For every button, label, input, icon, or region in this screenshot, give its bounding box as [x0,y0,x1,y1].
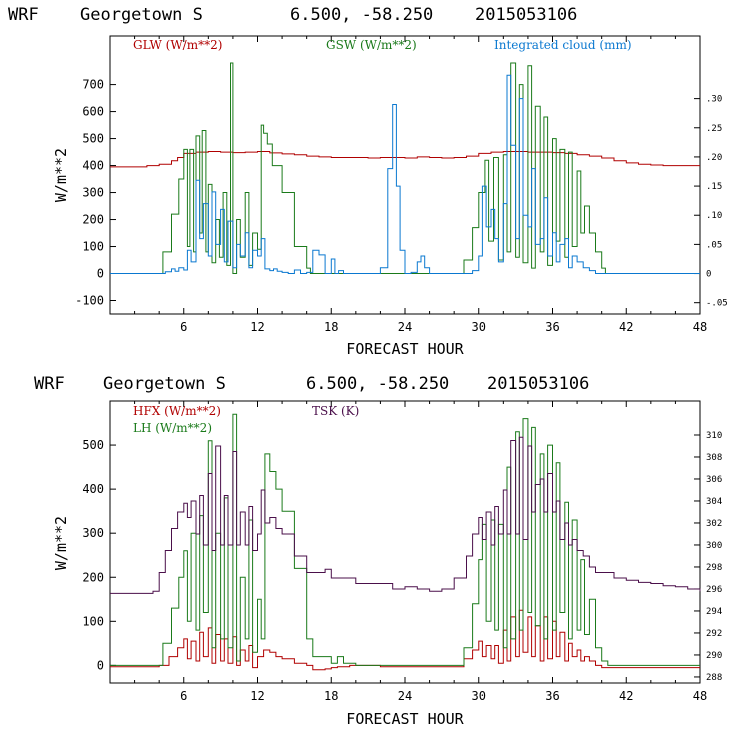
series-line-glw [110,151,700,168]
x-tick-label: 12 [250,320,264,334]
x-tick-label: 42 [619,689,633,703]
y2-tick-label: 308 [706,453,722,463]
panel-1-coords: 6.500, -58.250 [290,5,433,25]
x-tick-label: 18 [324,689,338,703]
y2-tick-label: .05 [706,240,722,250]
y-tick-label: 100 [82,240,104,254]
x-tick-label: 36 [545,320,559,334]
series-line-gsw [110,62,700,274]
y-tick-label: 300 [82,186,104,200]
y2-tick-label: 300 [706,541,722,551]
panel-2-coords: 6.500, -58.250 [306,374,449,394]
x-tick-label: 48 [693,689,707,703]
panel-2-legend-hfx: HFX (W/m**2) [133,404,221,418]
x-tick-label: 30 [472,689,486,703]
y-tick-label: 200 [82,213,104,227]
x-tick-label: 12 [250,689,264,703]
x-tick-label: 6 [180,320,187,334]
panel-2-model: WRF [34,374,65,394]
y2-tick-label: 306 [706,475,722,485]
y-tick-label: 0 [97,658,104,672]
panel-1-y-ticks: -100 0 100 200 300 400 500 600 700 [75,78,116,308]
panel-1-model: WRF [8,5,39,25]
y-tick-label: 100 [82,614,104,628]
panel-2-y-ticks: 0 100 200 300 400 500 [82,438,116,672]
y2-tick-label: 304 [706,497,722,507]
y2-tick-label: 292 [706,629,722,639]
panel-1-location: Georgetown S [80,5,203,25]
panel-2-y2-ticks: 288 290 292 294 296 298 300 302 304 306 308 310 [694,431,722,683]
y2-tick-label: 296 [706,585,722,595]
panel-1-y2-ticks: -.05 0 .05 .10 .15 .20 .25 .30 [694,95,728,309]
y2-tick-label: 288 [706,673,722,683]
y-tick-label: 600 [82,105,104,119]
y-tick-label: 300 [82,526,104,540]
y-tick-label: 0 [97,267,104,281]
y2-tick-label: -.05 [706,299,728,309]
x-tick-label: 30 [472,320,486,334]
panel-2-header: WRF Georgetown S 6.500, -58.250 20150531… [34,374,589,394]
series-line-lh [110,413,700,666]
y2-tick-label: 294 [706,607,722,617]
panel-1-date: 2015053106 [475,5,577,25]
panel-2-location: Georgetown S [103,374,226,394]
y2-tick-label: .25 [706,124,722,134]
series-line-hfx [110,609,700,671]
panel-1-legend-glw: GLW (W/m**2) [133,38,222,52]
y-tick-label: 500 [82,132,104,146]
panel-2-series [110,413,701,671]
y2-tick-label: 290 [706,651,722,661]
y-tick-label: 700 [82,78,104,92]
series-line-tsk [110,436,701,594]
x-tick-label: 18 [324,320,338,334]
x-tick-label: 6 [180,689,187,703]
panel-2-legend-lh: LH (W/m**2) [133,421,212,435]
x-tick-label: 36 [545,689,559,703]
y-tick-label: 500 [82,438,104,452]
panel-1-series [110,62,700,274]
y2-tick-label: 302 [706,519,722,529]
y2-tick-label: 310 [706,431,722,441]
panel-2-x-axis-label: FORECAST HOUR [346,710,464,728]
panel-1-x-ticks: 6 12 18 24 30 36 42 48 [134,36,707,334]
y-tick-label: 400 [82,159,104,173]
panel-2-frame [109,400,701,684]
series-line-integrated [110,74,700,274]
x-tick-label: 24 [398,320,412,334]
panel-2-legend-tsk: TSK (K) [312,404,359,418]
y2-tick-label: 0 [706,270,711,280]
y2-tick-label: 298 [706,563,722,573]
panel-2-date: 2015053106 [487,374,589,394]
x-tick-label: 48 [693,320,707,334]
y2-tick-label: .30 [706,95,722,105]
y-tick-label: -100 [75,294,104,308]
panel-1-y-axis-label: W/m**2 [52,148,70,202]
panel-2-x-ticks: 6 12 18 24 30 36 42 48 [134,401,707,703]
panel-1-plot: 6 12 18 24 30 36 42 48 -100 0 100 200 300 400 500 600 7… [52,35,728,358]
y2-tick-label: .15 [706,182,722,192]
panel-1-header: WRF Georgetown S 6.500, -58.250 20150531… [8,5,577,25]
x-tick-label: 24 [398,689,412,703]
y-tick-label: 400 [82,482,104,496]
x-tick-label: 42 [619,320,633,334]
y-tick-label: 200 [82,570,104,584]
panel-1-legend-gsw: GSW (W/m**2) [326,38,417,52]
panel-1-x-axis-label: FORECAST HOUR [346,340,464,358]
y2-tick-label: .20 [706,153,722,163]
y2-tick-label: .10 [706,211,722,221]
panel-1-legend-cloud: Integrated cloud (mm) [494,38,632,52]
panel-2-y-axis-label: W/m**2 [52,516,70,570]
